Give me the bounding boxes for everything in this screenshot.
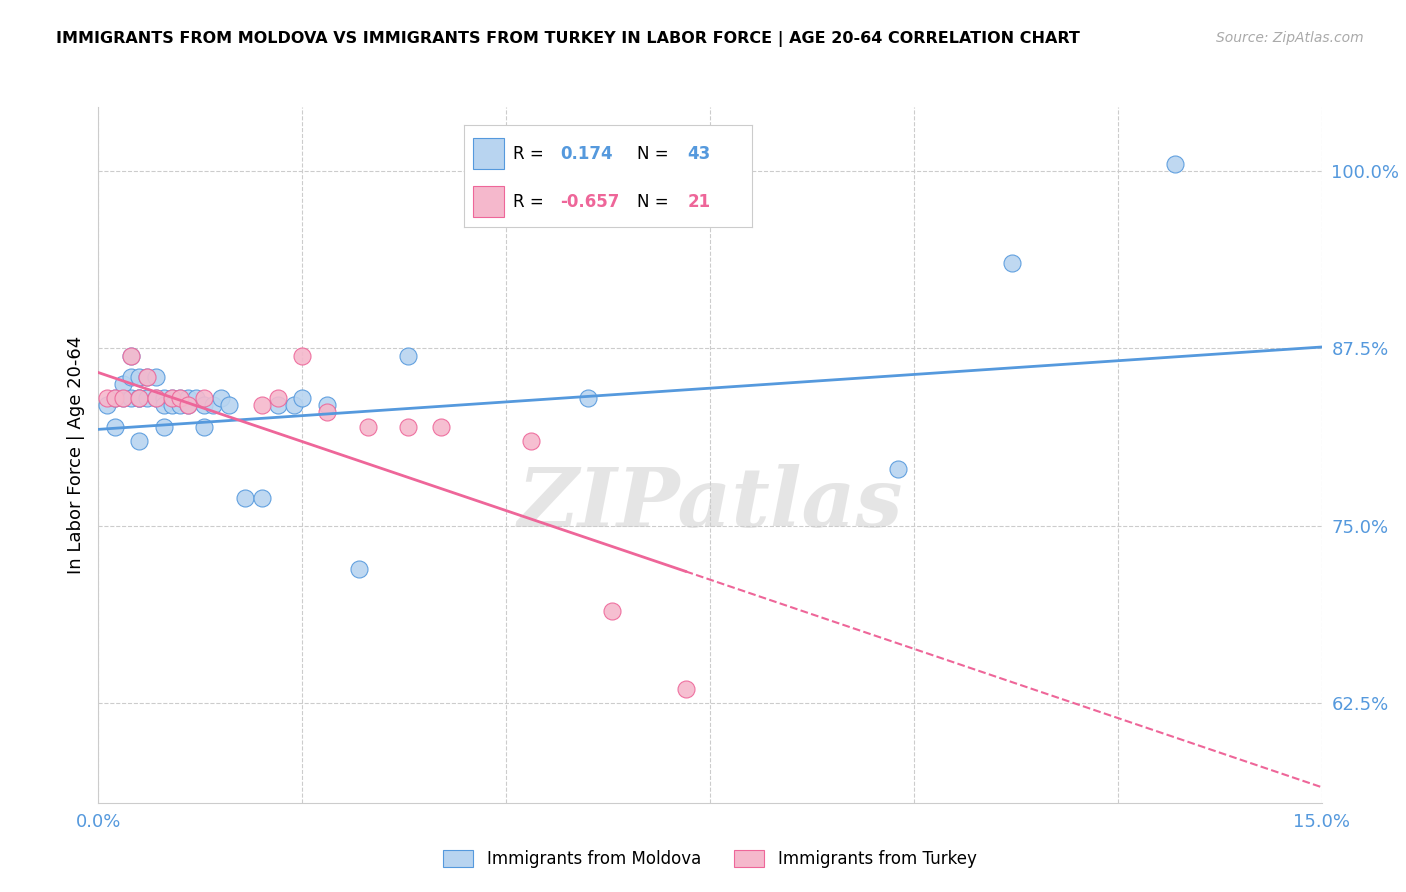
Bar — [472, 186, 505, 218]
Point — [128, 391, 150, 405]
Point — [600, 604, 623, 618]
Point — [120, 369, 142, 384]
Point — [160, 391, 183, 405]
Point — [128, 369, 150, 384]
Point — [576, 391, 599, 405]
Text: 21: 21 — [688, 193, 710, 211]
Point — [152, 391, 174, 405]
Text: ZIPatlas: ZIPatlas — [517, 464, 903, 543]
Point — [356, 419, 378, 434]
Point — [111, 391, 134, 405]
Point — [193, 398, 215, 412]
Point — [519, 434, 541, 448]
Point — [152, 398, 174, 412]
Text: 43: 43 — [688, 145, 710, 162]
Text: R =: R = — [513, 145, 544, 162]
Point — [291, 349, 314, 363]
Point — [177, 391, 200, 405]
Point — [283, 398, 305, 412]
Text: R =: R = — [513, 193, 544, 211]
Point — [136, 369, 159, 384]
Point — [209, 391, 232, 405]
Point — [145, 369, 167, 384]
Text: IMMIGRANTS FROM MOLDOVA VS IMMIGRANTS FROM TURKEY IN LABOR FORCE | AGE 20-64 COR: IMMIGRANTS FROM MOLDOVA VS IMMIGRANTS FR… — [56, 31, 1080, 47]
Point — [128, 391, 150, 405]
Point — [675, 682, 697, 697]
Y-axis label: In Labor Force | Age 20-64: In Labor Force | Age 20-64 — [66, 335, 84, 574]
Bar — [472, 138, 505, 169]
Text: Source: ZipAtlas.com: Source: ZipAtlas.com — [1216, 31, 1364, 45]
Point — [120, 349, 142, 363]
Text: 0.174: 0.174 — [561, 145, 613, 162]
Point — [193, 391, 215, 405]
Point — [233, 491, 256, 505]
Point — [145, 391, 167, 405]
Point — [96, 391, 118, 405]
Point — [1164, 157, 1187, 171]
Point — [315, 398, 337, 412]
Point — [120, 391, 142, 405]
Point — [152, 419, 174, 434]
Point — [1001, 256, 1024, 270]
Point — [169, 391, 191, 405]
Point — [201, 398, 224, 412]
Text: N =: N = — [637, 193, 668, 211]
Point — [177, 398, 200, 412]
Point — [128, 391, 150, 405]
Point — [396, 419, 419, 434]
Point — [349, 561, 371, 575]
Point — [160, 391, 183, 405]
Text: N =: N = — [637, 145, 668, 162]
Text: -0.657: -0.657 — [561, 193, 620, 211]
Point — [315, 405, 337, 419]
Point — [120, 349, 142, 363]
Point — [145, 391, 167, 405]
Point — [250, 491, 273, 505]
Point — [186, 391, 208, 405]
Point — [169, 398, 191, 412]
Point — [396, 349, 419, 363]
Point — [267, 398, 290, 412]
Point — [128, 434, 150, 448]
Point — [136, 391, 159, 405]
Point — [104, 391, 127, 405]
Point — [169, 391, 191, 405]
Point — [104, 391, 127, 405]
Point — [193, 419, 215, 434]
Point — [430, 419, 453, 434]
Point — [160, 398, 183, 412]
Point — [177, 398, 200, 412]
Point — [136, 369, 159, 384]
Point — [111, 376, 134, 391]
Legend: Immigrants from Moldova, Immigrants from Turkey: Immigrants from Moldova, Immigrants from… — [437, 843, 983, 874]
Point — [250, 398, 273, 412]
Point — [104, 419, 127, 434]
Point — [291, 391, 314, 405]
Point — [218, 398, 240, 412]
Point — [111, 391, 134, 405]
Point — [886, 462, 908, 476]
Point — [96, 398, 118, 412]
Point — [267, 391, 290, 405]
